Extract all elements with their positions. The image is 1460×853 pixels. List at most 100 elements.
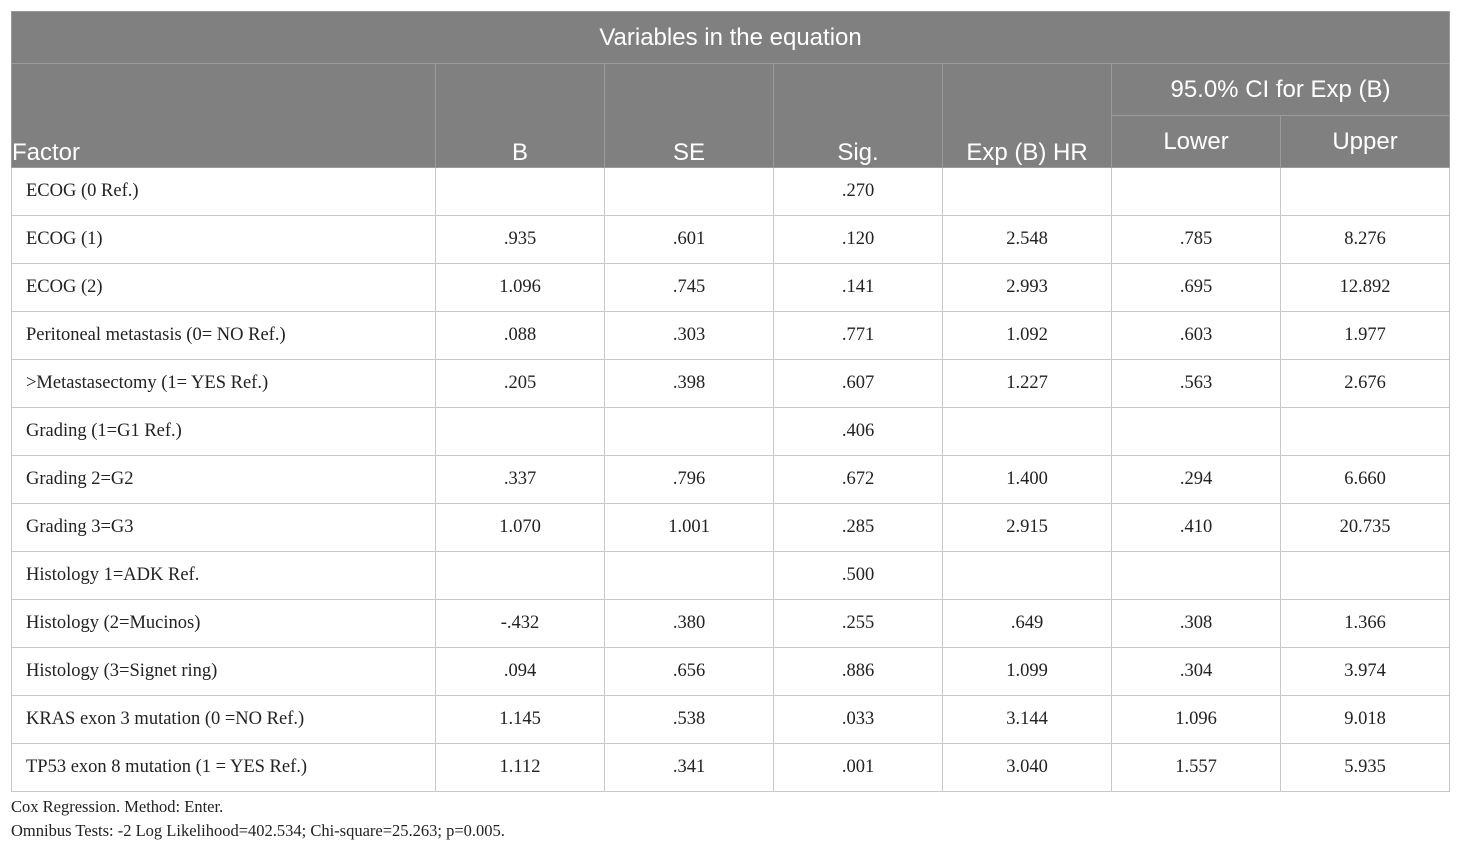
cell-b: 1.070: [435, 503, 605, 552]
table-title: Variables in the equation: [10, 11, 1451, 64]
cell-se: .380: [604, 599, 774, 648]
cell-factor: Grading (1=G1 Ref.): [11, 407, 436, 456]
table-row: ECOG (0 Ref.) .270: [11, 167, 1451, 216]
cell-exp-b-hr: [942, 551, 1112, 600]
cell-se: .796: [604, 455, 774, 504]
cell-factor: ECOG (2): [11, 263, 436, 312]
cell-b: .337: [435, 455, 605, 504]
header-upper: Upper: [1279, 115, 1451, 168]
header-ci-group: 95.0% CI for Exp (B): [1110, 63, 1451, 116]
cell-ci-lower: .563: [1111, 359, 1281, 408]
cell-ci-lower: [1111, 167, 1281, 216]
cell-ci-upper: 8.276: [1279, 215, 1451, 264]
cell-b: [435, 167, 605, 216]
cell-ci-lower: .294: [1111, 455, 1281, 504]
cell-se: 1.001: [604, 503, 774, 552]
cell-sig: .270: [773, 167, 943, 216]
cell-ci-upper: 9.018: [1279, 695, 1451, 744]
cell-se: .745: [604, 263, 774, 312]
cell-se: [604, 407, 774, 456]
cell-ci-upper: 20.735: [1279, 503, 1451, 552]
cell-b: .088: [435, 311, 605, 360]
cell-factor: ECOG (0 Ref.): [11, 167, 436, 216]
cell-sig: .120: [773, 215, 943, 264]
header-exp-b-hr: Exp (B) HR: [942, 63, 1112, 168]
cell-exp-b-hr: 1.227: [942, 359, 1112, 408]
cell-se: .398: [604, 359, 774, 408]
cell-b: -.432: [435, 599, 605, 648]
cell-ci-upper: 6.660: [1279, 455, 1451, 504]
cell-factor: TP53 exon 8 mutation (1 = YES Ref.): [11, 743, 436, 792]
cell-ci-upper: 1.977: [1279, 311, 1451, 360]
cell-se: [604, 167, 774, 216]
cell-ci-lower: .785: [1111, 215, 1281, 264]
cell-se: .538: [604, 695, 774, 744]
cell-ci-upper: [1279, 551, 1451, 600]
cell-factor: ECOG (1): [11, 215, 436, 264]
cell-sig: .001: [773, 743, 943, 792]
cell-ci-lower: .308: [1111, 599, 1281, 648]
table-row: Grading 2=G2.337.796.672 1.400.294 6.660: [11, 455, 1451, 504]
cell-exp-b-hr: [942, 407, 1112, 456]
cell-exp-b-hr: 3.144: [942, 695, 1112, 744]
cell-sig: .255: [773, 599, 943, 648]
cell-ci-lower: .410: [1111, 503, 1281, 552]
cell-b: .935: [435, 215, 605, 264]
cell-se: .303: [604, 311, 774, 360]
header-factor: Factor: [11, 63, 436, 168]
cell-ci-lower: .304: [1111, 647, 1281, 696]
cell-b: .094: [435, 647, 605, 696]
cell-sig: .672: [773, 455, 943, 504]
cell-ci-lower: [1111, 551, 1281, 600]
note-method: Cox Regression. Method: Enter.: [11, 797, 224, 816]
cell-b: 1.112: [435, 743, 605, 792]
table-row: Histology (3=Signet ring) .094.656.886 1.0…: [11, 647, 1451, 696]
cell-sig: .406: [773, 407, 943, 456]
header-sig: Sig.: [773, 63, 943, 168]
table-row: ECOG (1) .935.601.120 2.548.785 8.276: [11, 215, 1451, 264]
cell-ci-upper: 1.366: [1279, 599, 1451, 648]
cell-exp-b-hr: [942, 167, 1112, 216]
cell-b: [435, 407, 605, 456]
cell-factor: Histology (3=Signet ring): [11, 647, 436, 696]
cell-factor: Grading 2=G2: [11, 455, 436, 504]
table-row: KRAS exon 3 mutation (0 =NO Ref.) 1.145.5…: [11, 695, 1451, 744]
cell-exp-b-hr: 1.400: [942, 455, 1112, 504]
cell-ci-lower: .695: [1111, 263, 1281, 312]
cell-exp-b-hr: 2.915: [942, 503, 1112, 552]
table-row: Histology (2=Mucinos) -.432.380.255.649.3…: [11, 599, 1451, 648]
cell-factor: >Metastasectomy (1= YES Ref.): [11, 359, 436, 408]
table-row: Grading (1=G1 Ref.) .406: [11, 407, 1451, 456]
table-row: ECOG (2) 1.096.745.141 2.993.695 12.892: [11, 263, 1451, 312]
header-lower: Lower: [1111, 115, 1281, 168]
table-row: TP53 exon 8 mutation (1 = YES Ref.) 1.112…: [11, 743, 1451, 792]
cell-exp-b-hr: 3.040: [942, 743, 1112, 792]
cell-exp-b-hr: .649: [942, 599, 1112, 648]
cell-se: .656: [604, 647, 774, 696]
header-se: SE: [604, 63, 774, 168]
cell-se: .341: [604, 743, 774, 792]
note-omnibus: Omnibus Tests: -2 Log Likelihood=402.534…: [11, 821, 505, 840]
header-b: B: [435, 63, 605, 168]
regression-table-container: Variables in the equation Factor B SE Si…: [10, 11, 1451, 792]
table-row: Peritoneal metastasis (0= NO Ref.) .088.3…: [11, 311, 1451, 360]
cell-ci-upper: [1279, 167, 1451, 216]
cell-factor: Histology 1=ADK Ref.: [11, 551, 436, 600]
cell-sig: .607: [773, 359, 943, 408]
cell-b: .205: [435, 359, 605, 408]
table-row: Histology 1=ADK Ref. .500: [11, 551, 1451, 600]
cell-ci-upper: 3.974: [1279, 647, 1451, 696]
cell-ci-upper: 5.935: [1279, 743, 1451, 792]
cell-factor: Grading 3=G3: [11, 503, 436, 552]
cell-sig: .771: [773, 311, 943, 360]
table-notes: Cox Regression. Method: Enter. Omnibus T…: [11, 795, 505, 843]
cell-ci-upper: 12.892: [1279, 263, 1451, 312]
cell-factor: KRAS exon 3 mutation (0 =NO Ref.): [11, 695, 436, 744]
cell-sig: .141: [773, 263, 943, 312]
cell-se: [604, 551, 774, 600]
cell-factor: Histology (2=Mucinos): [11, 599, 436, 648]
cell-factor: Peritoneal metastasis (0= NO Ref.): [11, 311, 436, 360]
cell-b: [435, 551, 605, 600]
table-body: ECOG (0 Ref.) .270 ECOG (1) .935.601.120 2.5…: [11, 167, 1451, 792]
table-row: Grading 3=G3 1.070 1.001.285 2.915.410 20.73…: [11, 503, 1451, 552]
